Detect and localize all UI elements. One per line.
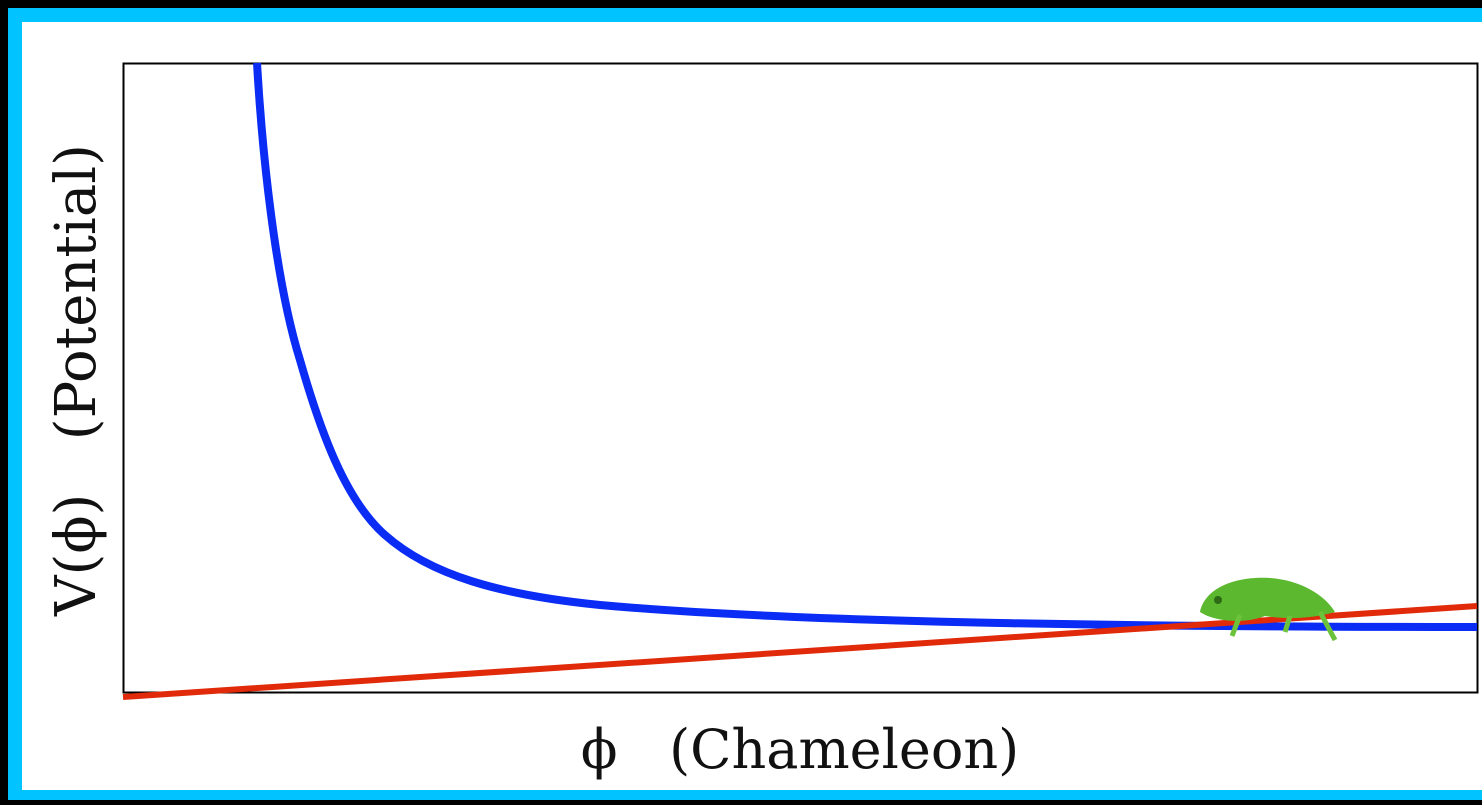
chameleon-icon [1200,577,1338,642]
x-axis-label: ϕ (Chameleon) [581,718,1019,781]
potential-curve [253,62,1478,631]
y-axis-label: V(ϕ) (Potential) [44,144,109,617]
density-line [122,603,1478,700]
